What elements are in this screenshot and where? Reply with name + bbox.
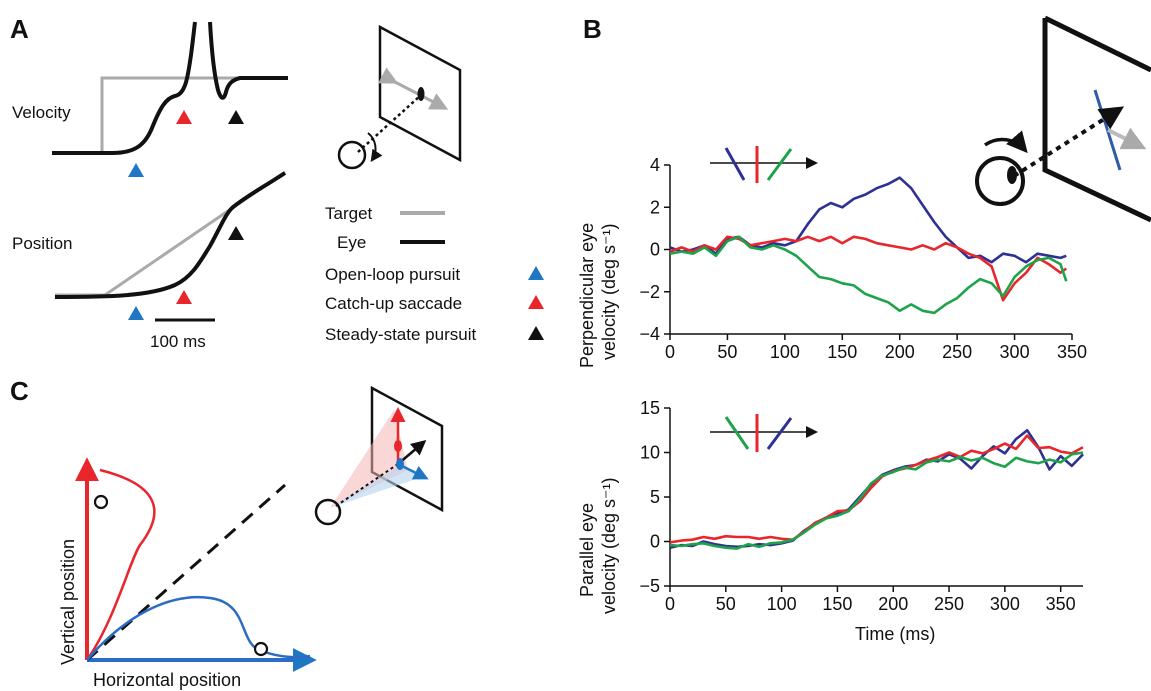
chart1-ylabel-line2: velocity (deg s⁻¹)	[599, 223, 619, 360]
legend-eye-label: Eye	[337, 233, 366, 252]
legend-catch-up-marker	[528, 295, 544, 309]
chart1-y-tick-label: −2	[639, 282, 660, 302]
chart2-x-tick-label: 300	[990, 594, 1020, 614]
horizontal-position-label: Horizontal position	[93, 670, 241, 690]
chart2-xlabel: Time (ms)	[855, 624, 935, 644]
chart1-y-tick-label: 2	[650, 197, 660, 217]
chart1-y-tick-label: 0	[650, 240, 660, 260]
chart2-y-tick-label: −5	[639, 576, 660, 596]
perpendicular-velocity-chart: 0 50 100 150 200 250 300 350 −4 −2 0 2 4	[639, 155, 1087, 362]
chart1-x-tick-label: 200	[885, 342, 915, 362]
position-target-trace	[55, 170, 286, 297]
eye-screen-schematic-a	[337, 24, 462, 170]
trajectory-plot	[75, 457, 317, 672]
chart2-x-tick-label: 100	[767, 594, 797, 614]
vertical-trajectory	[85, 468, 156, 661]
horizontal-endpoint-marker	[253, 641, 269, 657]
velocity-label: Velocity	[12, 103, 71, 122]
chart2-y-tick-label: 10	[640, 443, 660, 463]
diagonal-target-path	[86, 483, 286, 662]
chart2-x-tick-label: 250	[934, 594, 964, 614]
legend-open-loop-marker	[528, 266, 544, 280]
catch-up-marker-velocity	[176, 110, 192, 124]
chart1-series-line-0	[669, 176, 1067, 264]
steady-state-marker-velocity	[228, 110, 244, 124]
chart1-y-tick-label: −4	[639, 324, 660, 344]
chart1-series-line-2	[669, 235, 1068, 315]
open-loop-marker-velocity	[128, 163, 144, 177]
chart2-series-line-1	[669, 434, 1084, 544]
chart2-x-tick-label: 150	[822, 594, 852, 614]
horizontal-trajectory	[86, 595, 311, 661]
chart1-ylabel-line1: Perpendicular eye	[577, 223, 597, 368]
chart1-x-tick-label: 100	[770, 342, 800, 362]
chart2-x-tick-label: 0	[665, 594, 675, 614]
steady-state-marker-position	[228, 226, 244, 240]
velocity-target-trace	[52, 76, 288, 155]
chart2-x-tick-label: 200	[878, 594, 908, 614]
chart2-ylabel-line2: velocity (deg s⁻¹)	[599, 477, 619, 614]
chart2-x-tick-label: 50	[716, 594, 736, 614]
chart1-y-tick-label: 4	[650, 155, 660, 175]
legend-steady-state-label: Steady-state pursuit	[325, 325, 476, 344]
chart1-x-tick-label: 50	[717, 342, 737, 362]
velocity-eye-trace	[52, 21, 288, 155]
chart2-ylabel-line1: Parallel eye	[577, 503, 597, 597]
chart1-x-tick-label: 0	[665, 342, 675, 362]
open-loop-marker-position	[128, 306, 144, 320]
chart2-series-line-2	[669, 451, 1084, 550]
panel-letter-c: C	[10, 376, 29, 406]
legend-open-loop-label: Open-loop pursuit	[325, 265, 460, 284]
chart2-y-tick-label: 15	[640, 398, 660, 418]
catch-up-marker-position	[176, 290, 192, 304]
legend-steady-state-marker	[528, 326, 544, 340]
position-eye-trace	[54, 171, 287, 299]
chart1-x-tick-label: 300	[1000, 342, 1030, 362]
eye-screen-schematic-c	[314, 385, 444, 526]
legend-target-label: Target	[325, 204, 373, 223]
position-label: Position	[12, 234, 72, 253]
chart1-inset-icon	[710, 146, 818, 183]
panel-letter-b: B	[583, 14, 602, 44]
chart2-x-tick-label: 350	[1046, 594, 1076, 614]
chart1-x-tick-label: 250	[942, 342, 972, 362]
chart2-inset-icon	[710, 414, 818, 452]
vertical-endpoint-marker	[93, 494, 109, 510]
eye-screen-schematic-b	[975, 15, 1151, 223]
chart1-x-tick-label: 150	[827, 342, 857, 362]
chart1-x-tick-label: 350	[1057, 342, 1087, 362]
scale-bar-label: 100 ms	[150, 332, 206, 351]
chart2-y-tick-label: 0	[650, 532, 660, 552]
panel-letter-a: A	[10, 14, 29, 44]
legend-catch-up-label: Catch-up saccade	[325, 294, 462, 313]
chart2-y-tick-label: 5	[650, 487, 660, 507]
vertical-position-label: Vertical position	[58, 539, 78, 665]
chart2-series-line-0	[669, 429, 1084, 549]
